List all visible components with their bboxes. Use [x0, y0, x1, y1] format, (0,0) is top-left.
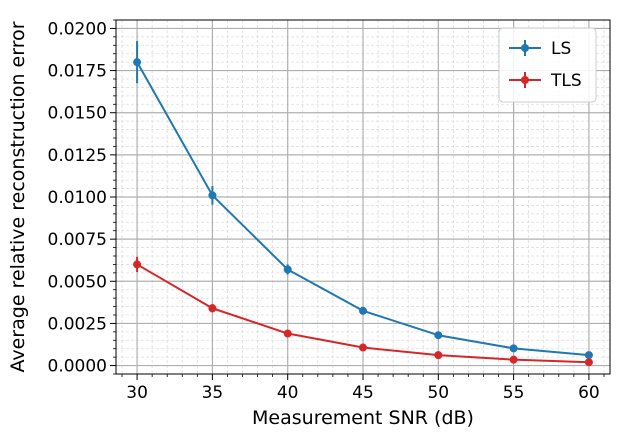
data-point-tls [584, 358, 593, 367]
series-layer [133, 41, 593, 367]
y-tick-label: 0.0050 [48, 272, 107, 292]
x-axis-label: Measurement SNR (dB) [252, 407, 474, 429]
x-tick-label: 45 [352, 383, 374, 403]
legend-label-tls: TLS [550, 71, 582, 91]
legend-label-ls: LS [551, 39, 571, 59]
legend-item-ls: LS [509, 39, 571, 59]
x-tick-label: 40 [277, 383, 299, 403]
data-point-ls [283, 265, 292, 274]
legend: LS TLS [498, 27, 597, 103]
data-point-ls [359, 306, 367, 315]
x-tick-label: 55 [503, 383, 525, 403]
y-tick-label: 0.0000 [48, 357, 107, 377]
data-point-ls [133, 58, 142, 67]
series-tls [133, 256, 593, 367]
x-axis: 30 35 40 45 50 55 60 [121, 374, 605, 403]
legend-item-tls: TLS [509, 71, 582, 91]
x-tick-label: 35 [202, 383, 224, 403]
data-point-ls [584, 351, 593, 360]
legend-marker-ls [521, 44, 529, 52]
y-tick-label: 0.0175 [48, 62, 107, 82]
y-axis: 0.0000 0.0025 0.0050 0.0075 0.0100 0.0125 0.01… [48, 19, 116, 377]
series-ls [133, 41, 593, 360]
data-point-tls [208, 304, 217, 313]
x-tick-label: 30 [126, 383, 148, 403]
data-point-tls [434, 351, 443, 360]
y-axis-label: Average relative reconstruction error [7, 21, 29, 372]
y-tick-label: 0.0025 [48, 314, 107, 334]
y-tick-label: 0.0125 [48, 146, 107, 166]
data-point-tls [509, 355, 518, 364]
legend-marker-tls [521, 76, 529, 84]
y-tick-label: 0.0075 [48, 230, 107, 250]
data-point-tls [133, 260, 142, 269]
x-tick-label: 60 [578, 383, 600, 403]
data-point-tls [359, 343, 367, 352]
y-tick-label: 0.0150 [48, 104, 107, 124]
data-point-tls [283, 329, 292, 338]
y-tick-label: 0.0200 [48, 19, 107, 39]
x-tick-label: 50 [427, 383, 449, 403]
data-point-ls [509, 344, 518, 353]
y-tick-label: 0.0100 [48, 188, 107, 208]
data-point-ls [434, 331, 443, 340]
data-point-ls [208, 191, 217, 200]
